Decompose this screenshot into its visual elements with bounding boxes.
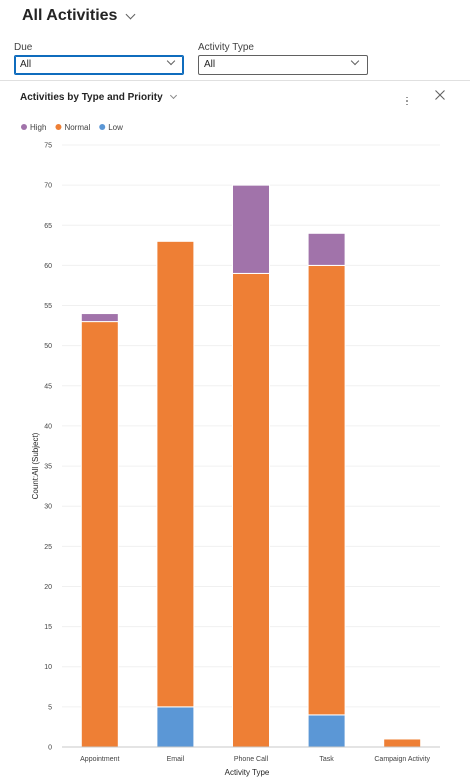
y-tick-label: 60 bbox=[44, 263, 52, 270]
filter-due: Due All bbox=[14, 41, 184, 75]
x-tick-label-appointment: Appointment bbox=[80, 756, 119, 763]
legend-marker-normal[interactable] bbox=[55, 124, 62, 130]
chart-bars bbox=[80, 184, 422, 748]
legend-marker-low[interactable] bbox=[99, 124, 106, 130]
y-axis-label: Count:All (Subject) bbox=[31, 432, 40, 499]
due-dropdown[interactable]: All bbox=[14, 55, 184, 75]
y-axis-ticks: 0 5 10 15 20 25 30 35 40 45 50 55 60 65 70 75 bbox=[44, 143, 52, 752]
x-tick-label-email: Email bbox=[167, 756, 185, 763]
filter-due-label: Due bbox=[14, 42, 33, 53]
legend-marker-high[interactable] bbox=[21, 124, 27, 130]
bar-task-low[interactable] bbox=[307, 714, 346, 748]
bar-campaign-activity-normal[interactable] bbox=[383, 738, 422, 748]
chart-title[interactable]: Activities by Type and Priority bbox=[20, 91, 163, 103]
chevron-down-icon bbox=[166, 56, 176, 66]
y-tick-label: 5 bbox=[48, 704, 52, 711]
chevron-down-icon bbox=[350, 56, 360, 66]
activity-type-dropdown[interactable]: All bbox=[198, 55, 368, 75]
more-options-icon[interactable] bbox=[401, 94, 413, 108]
chevron-down-icon[interactable] bbox=[125, 9, 136, 19]
y-tick-label: 50 bbox=[44, 343, 52, 350]
filter-activity-type: Activity Type All bbox=[198, 41, 368, 75]
chevron-down-icon[interactable] bbox=[169, 91, 177, 100]
bar-task-normal[interactable] bbox=[307, 264, 346, 716]
activity-type-dropdown-value: All bbox=[204, 59, 216, 70]
bar-appointment-normal[interactable] bbox=[80, 321, 119, 748]
legend-label-high[interactable]: High bbox=[30, 123, 46, 132]
view-title[interactable]: All Activities bbox=[22, 7, 118, 24]
bar-appointment-high[interactable] bbox=[80, 313, 119, 323]
filter-activity-type-label: Activity Type bbox=[198, 42, 254, 53]
chart-selector[interactable]: Activities by Type and Priority bbox=[20, 90, 177, 104]
y-tick-label: 15 bbox=[44, 624, 52, 631]
close-icon[interactable] bbox=[433, 88, 447, 102]
divider bbox=[0, 80, 470, 81]
stacked-bar-chart: High Normal Low 0 5 10 15 20 25 30 35 40 45 50 55 60 65… bbox=[21, 123, 440, 777]
y-tick-label: 20 bbox=[44, 584, 52, 591]
y-tick-label: 55 bbox=[44, 303, 52, 310]
bar-email-low[interactable] bbox=[156, 706, 195, 748]
bar-email-normal[interactable] bbox=[156, 240, 195, 708]
x-axis-ticks: Appointment Email Phone Call Task Campaign A… bbox=[80, 756, 430, 763]
y-tick-label: 40 bbox=[44, 423, 52, 430]
y-tick-label: 75 bbox=[44, 143, 52, 150]
bar-phone-call-normal[interactable] bbox=[232, 272, 270, 748]
y-tick-label: 45 bbox=[44, 383, 52, 390]
legend-label-low[interactable]: Low bbox=[108, 123, 123, 132]
y-tick-label: 0 bbox=[48, 745, 52, 752]
y-tick-label: 70 bbox=[44, 183, 52, 190]
x-tick-label-phone-call: Phone Call bbox=[234, 756, 269, 763]
view-selector[interactable]: All Activities bbox=[22, 6, 136, 26]
y-tick-label: 35 bbox=[44, 464, 52, 471]
x-tick-label-campaign-activity: Campaign Activity bbox=[374, 756, 430, 763]
chart-legend: High Normal Low bbox=[21, 123, 123, 132]
bar-task-high[interactable] bbox=[307, 232, 346, 266]
y-tick-label: 65 bbox=[44, 223, 52, 230]
bar-phone-call-high[interactable] bbox=[232, 184, 270, 274]
x-tick-label-task: Task bbox=[319, 756, 334, 763]
legend-label-normal[interactable]: Normal bbox=[64, 123, 90, 132]
y-tick-label: 10 bbox=[44, 664, 52, 671]
y-tick-label: 25 bbox=[44, 544, 52, 551]
y-tick-label: 30 bbox=[44, 504, 52, 511]
x-axis-label: Activity Type bbox=[225, 768, 270, 777]
due-dropdown-value: All bbox=[20, 59, 32, 70]
